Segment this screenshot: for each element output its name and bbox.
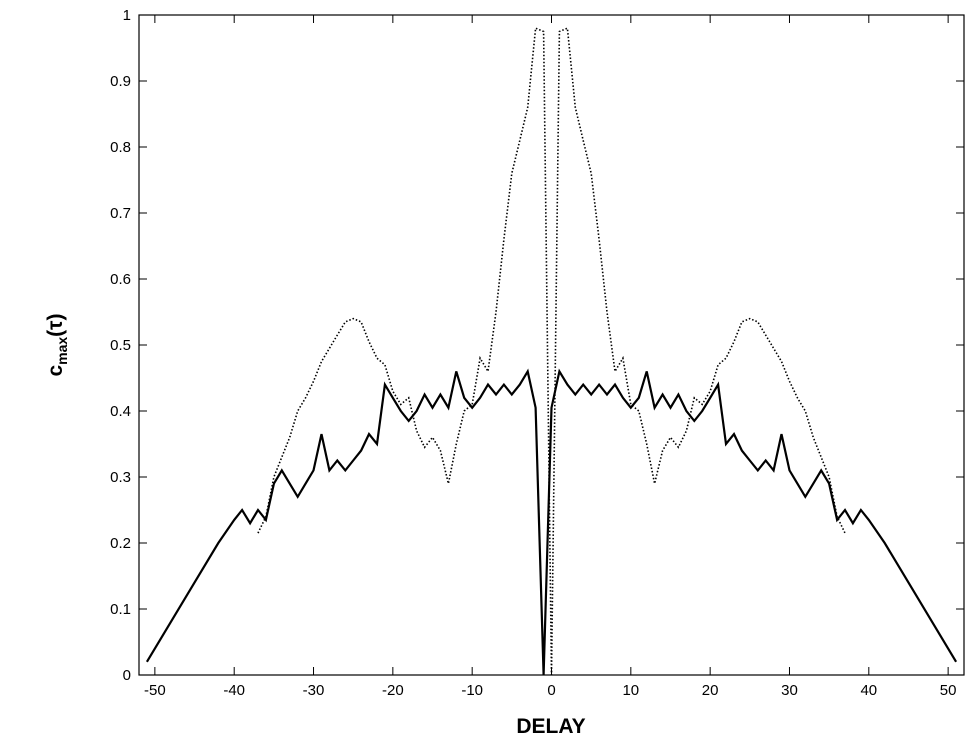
y-axis-title-subscript: max: [54, 337, 70, 365]
series-layer: [145, 27, 958, 676]
x-tick-label: -30: [303, 682, 325, 699]
plot-area-frame: [138, 14, 965, 676]
x-tick-label: -40: [223, 682, 245, 699]
y-tick-label: 0.2: [110, 535, 131, 552]
y-axis-title-base: c: [44, 365, 67, 377]
x-tick-label: -20: [382, 682, 404, 699]
dotted-series-line: [257, 27, 846, 676]
y-tick-label: 0.4: [110, 403, 131, 420]
y-axis: 0 0.1 0.2 0.3 0.4 0.5 0.6 0.7 0.8 0.9 1: [110, 7, 964, 684]
y-tick-label: 0.5: [110, 337, 131, 354]
x-axis: -50 -40 -30 -20 -10 0 10 20 30 40 50: [144, 15, 956, 699]
y-axis-title-argument: (τ): [44, 313, 67, 336]
y-axis-title: cmax(τ): [44, 313, 70, 376]
x-tick-label: -50: [144, 682, 166, 699]
solid-series-line: [145, 368, 958, 676]
x-tick-label: 10: [622, 682, 639, 699]
y-tick-label: 0: [123, 667, 131, 684]
y-tick-label: 0.7: [110, 205, 131, 222]
y-tick-label: 0.9: [110, 73, 131, 90]
x-tick-label: 50: [940, 682, 957, 699]
y-tick-label: 0.1: [110, 601, 131, 618]
x-tick-label: 20: [702, 682, 719, 699]
x-tick-label: 30: [781, 682, 798, 699]
y-tick-label: 1: [123, 7, 131, 24]
y-tick-label: 0.6: [110, 271, 131, 288]
x-tick-label: -10: [461, 682, 483, 699]
y-tick-label: 0.3: [110, 469, 131, 486]
x-axis-title: DELAY: [516, 715, 585, 738]
x-tick-label: 0: [547, 682, 555, 699]
y-tick-label: 0.8: [110, 139, 131, 156]
x-tick-label: 40: [860, 682, 877, 699]
